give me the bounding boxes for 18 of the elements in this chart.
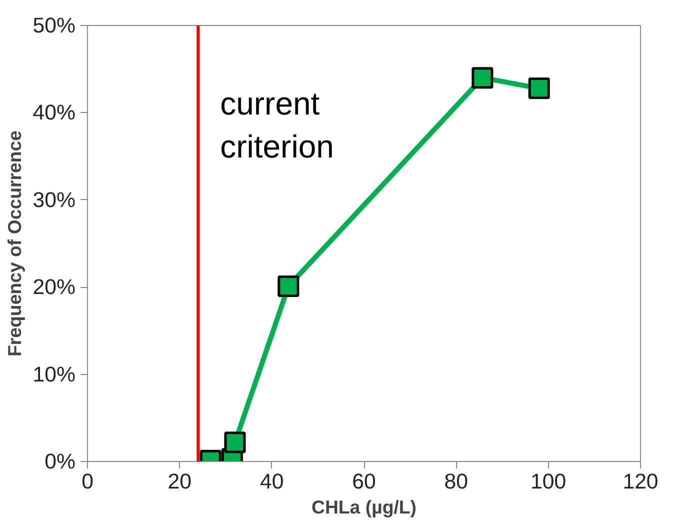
ref-line-label: current criterion <box>220 86 334 165</box>
y-tick-label: 20% <box>32 275 76 300</box>
x-axis-title: CHLa (µg/L) <box>311 496 417 518</box>
y-tick-label: 0% <box>44 450 76 474</box>
x-tick-label: 20 <box>168 470 192 494</box>
x-tick-label: 80 <box>444 470 468 494</box>
y-axis-title: Frequency of Occurrence <box>4 130 25 357</box>
y-tick-label: 10% <box>32 362 76 386</box>
x-tick-label: 120 <box>622 470 658 494</box>
x-tick-label: 100 <box>530 470 566 494</box>
y-tick-label: 40% <box>32 100 76 125</box>
point <box>528 78 550 100</box>
y-tick-label: 30% <box>32 188 76 212</box>
x-tick-label: 0 <box>82 470 94 494</box>
x-tick-label: 40 <box>260 470 284 494</box>
y-tick-label: 50% <box>32 14 76 38</box>
x-tick-label: 60 <box>352 470 376 494</box>
point <box>472 67 494 89</box>
